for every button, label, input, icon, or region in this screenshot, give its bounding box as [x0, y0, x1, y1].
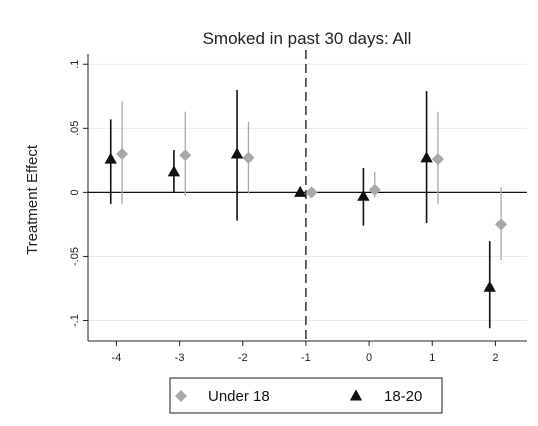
marker-under-18-4: [368, 183, 381, 196]
marker-under-18-1: [179, 149, 192, 162]
tick-labels: -.1 -.05 0 .05 .1 -4 -3 -2 -1 0 1 2: [69, 60, 498, 364]
x-tick-label-3: -1: [301, 352, 311, 364]
marker-18-20-0: [104, 152, 117, 164]
markers: [104, 147, 508, 292]
y-axis-label: Treatment Effect: [24, 144, 41, 255]
legend-label-under-18: Under 18: [208, 388, 270, 405]
y-tick-label-1: -.05: [69, 247, 81, 266]
marker-under-18-5: [431, 153, 444, 166]
legend-label-18-20: 18-20: [384, 388, 422, 405]
y-tick-label-3: .05: [69, 121, 81, 136]
marker-under-18-6: [495, 218, 508, 231]
x-tick-label-2: -2: [238, 352, 248, 364]
marker-18-20-2: [230, 147, 244, 159]
legend-marker-under-18: [175, 390, 187, 402]
marker-18-20-5: [420, 151, 433, 163]
marker-under-18-0: [116, 147, 129, 160]
legend-marker-18-20: [349, 389, 363, 401]
y-tick-label-4: .1: [69, 60, 81, 69]
y-tick-label-0: -.1: [69, 314, 81, 327]
y-tick-label-2: 0: [69, 189, 81, 195]
legend: Under 18 18-20: [169, 377, 443, 414]
gridlines: [88, 63, 527, 321]
marker-18-20-6: [483, 280, 496, 292]
legend-box: [169, 377, 443, 414]
axes: [83, 54, 527, 346]
marker-under-18-3: [305, 186, 318, 199]
x-tick-label-0: -4: [112, 352, 122, 364]
chart-title: Smoked in past 30 days: All: [203, 29, 412, 48]
x-tick-label-1: -3: [175, 352, 185, 364]
x-tick-label-5: 1: [429, 352, 435, 364]
marker-under-18-2: [242, 151, 255, 164]
marker-18-20-4: [357, 189, 370, 201]
marker-18-20-3: [294, 185, 307, 197]
x-tick-label-6: 2: [492, 352, 498, 364]
x-tick-label-4: 0: [366, 352, 372, 364]
marker-18-20-1: [167, 165, 181, 177]
